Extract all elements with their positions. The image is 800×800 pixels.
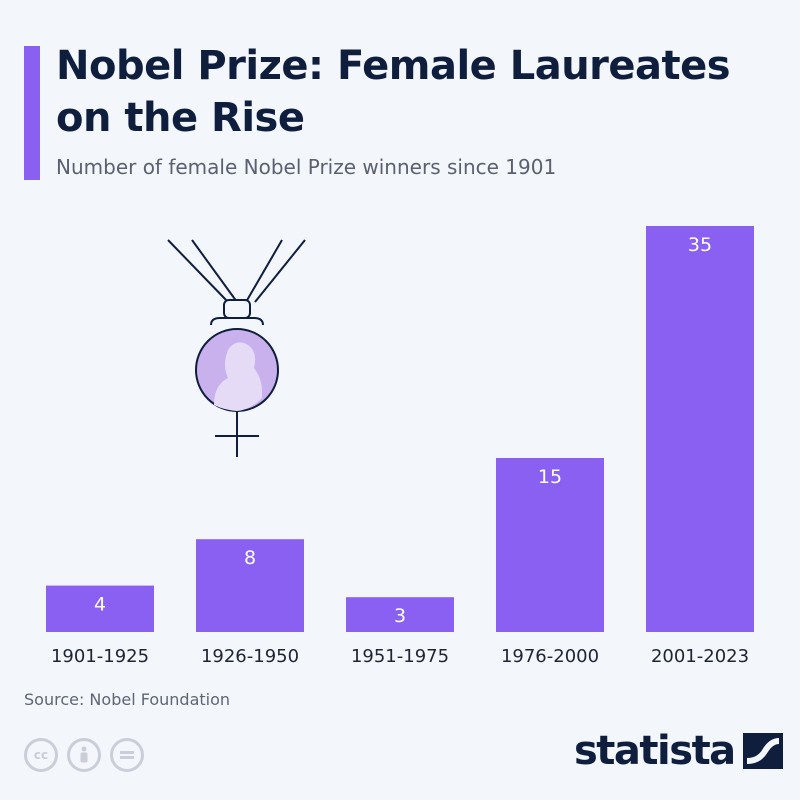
- statista-mark-icon: [742, 733, 783, 769]
- title-accent-bar: [24, 46, 40, 180]
- category-label: 1951-1975: [351, 646, 449, 667]
- attribution-icon[interactable]: [67, 738, 101, 772]
- bar-1976-2000: [496, 458, 604, 632]
- value-label: 8: [244, 547, 256, 569]
- bar-chart: 4 1901-1925 8 1926-1950 3 1951-1975 15 1976-200…: [46, 226, 754, 667]
- category-label: 1926-1950: [201, 646, 299, 667]
- no-derivatives-icon[interactable]: [110, 738, 144, 772]
- bar-1951-1975: [346, 597, 454, 632]
- bar-2001-2023: [646, 226, 754, 632]
- source-note: Source: Nobel Foundation: [24, 690, 231, 709]
- brand-name: statista: [574, 728, 736, 774]
- bar-1926-1950: [196, 539, 304, 632]
- category-label: 2001-2023: [651, 646, 749, 667]
- statista-logo[interactable]: statista: [574, 728, 783, 774]
- chart-title: Nobel Prize: Female Laureates on the Ris…: [56, 43, 731, 141]
- value-label: 35: [688, 234, 712, 256]
- cc-icon[interactable]: cc: [24, 738, 58, 772]
- bar-1901-1925: [46, 585, 154, 632]
- nobel-medal-icon: [167, 239, 306, 457]
- chart-subtitle: Number of female Nobel Prize winners sin…: [56, 155, 557, 179]
- value-label: 15: [538, 466, 562, 488]
- value-label: 4: [94, 594, 106, 616]
- category-label: 1901-1925: [51, 646, 149, 667]
- category-label: 1976-2000: [501, 646, 599, 667]
- license-icons: cc: [24, 738, 144, 772]
- value-label: 3: [394, 605, 406, 627]
